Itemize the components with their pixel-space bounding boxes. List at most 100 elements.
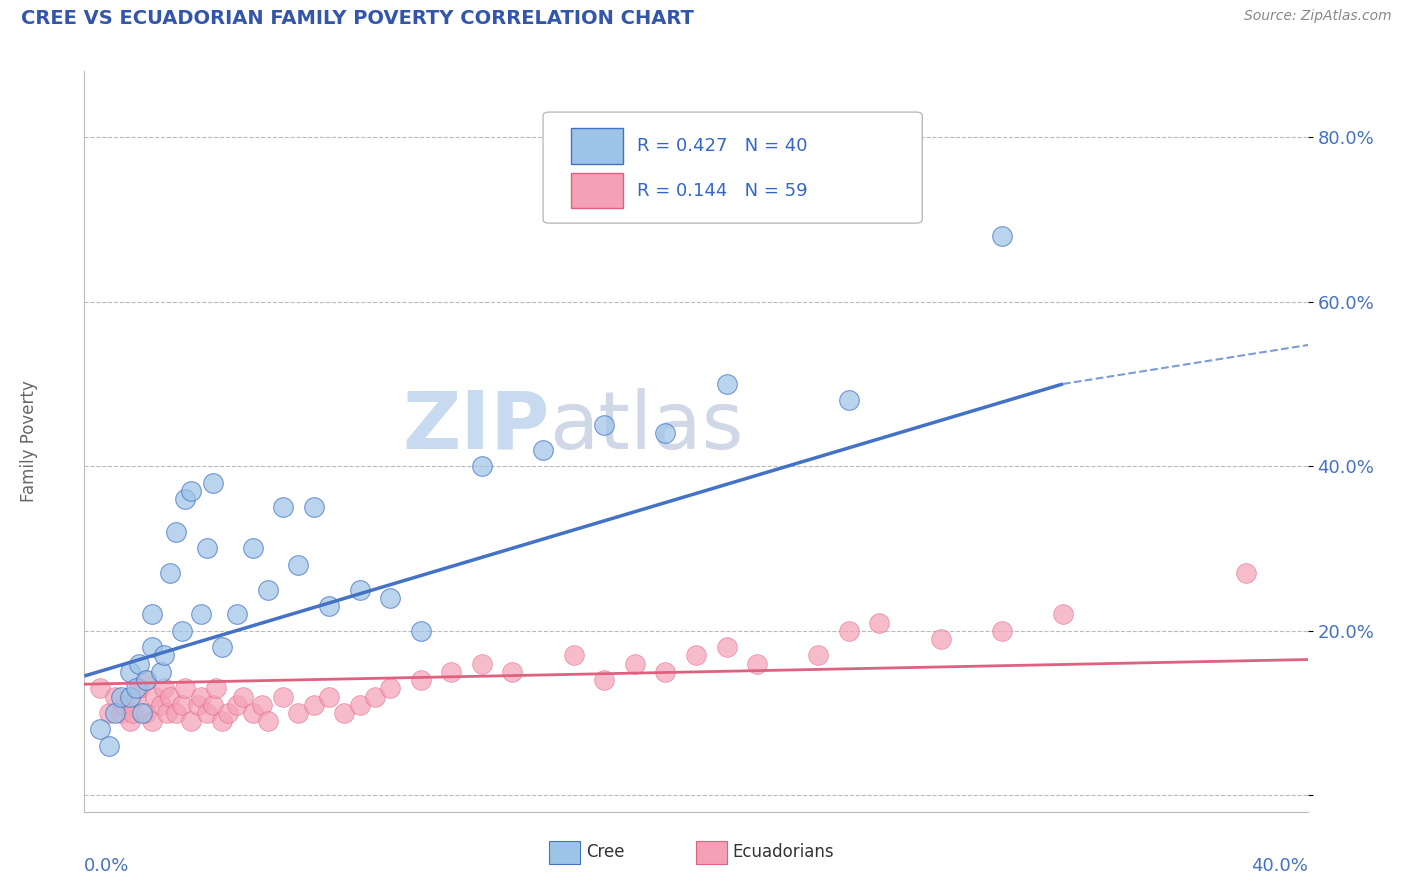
Point xyxy=(153,681,176,696)
Point xyxy=(156,706,179,720)
Point xyxy=(120,714,142,729)
Point xyxy=(624,657,647,671)
Point xyxy=(120,665,142,679)
Point xyxy=(205,681,228,696)
Point xyxy=(141,714,163,729)
Text: 40.0%: 40.0% xyxy=(1251,857,1308,875)
Point xyxy=(257,714,280,729)
Point xyxy=(380,591,402,605)
Point xyxy=(104,690,127,704)
Text: CREE VS ECUADORIAN FAMILY POVERTY CORRELATION CHART: CREE VS ECUADORIAN FAMILY POVERTY CORREL… xyxy=(21,9,695,28)
Point xyxy=(226,607,249,622)
Point xyxy=(250,698,273,712)
Point xyxy=(869,615,891,630)
Point xyxy=(135,706,157,720)
Point xyxy=(186,698,208,712)
Point xyxy=(165,524,187,539)
Point xyxy=(1234,566,1257,581)
Point xyxy=(195,706,218,720)
Point xyxy=(318,599,340,613)
Point xyxy=(232,690,254,704)
Point xyxy=(991,624,1014,638)
Point xyxy=(502,665,524,679)
Point xyxy=(364,690,387,704)
Text: R = 0.144   N = 59: R = 0.144 N = 59 xyxy=(637,182,808,200)
Point xyxy=(112,698,135,712)
Bar xyxy=(571,173,623,209)
Point xyxy=(128,657,150,671)
Point xyxy=(143,690,166,704)
Text: R = 0.427   N = 40: R = 0.427 N = 40 xyxy=(637,137,808,155)
Point xyxy=(349,582,371,597)
Point xyxy=(302,500,325,515)
Point xyxy=(97,706,120,720)
Point xyxy=(141,640,163,655)
Point xyxy=(654,426,676,441)
Point xyxy=(531,442,554,457)
Point xyxy=(287,558,309,572)
Point xyxy=(125,681,148,696)
Point xyxy=(318,690,340,704)
Point xyxy=(149,665,172,679)
Bar xyxy=(571,128,623,164)
Point xyxy=(593,418,616,433)
Point xyxy=(226,698,249,712)
Point xyxy=(190,607,212,622)
Point xyxy=(195,541,218,556)
Point xyxy=(685,648,707,663)
Point xyxy=(807,648,830,663)
Point xyxy=(287,706,309,720)
Point xyxy=(217,706,239,720)
Point xyxy=(991,228,1014,243)
Text: Family Poverty: Family Poverty xyxy=(20,381,38,502)
Point xyxy=(172,698,194,712)
Point xyxy=(97,739,120,753)
Point xyxy=(929,632,952,646)
Point xyxy=(654,665,676,679)
Point xyxy=(747,657,769,671)
Point xyxy=(716,640,738,655)
Point xyxy=(440,665,463,679)
Text: Source: ZipAtlas.com: Source: ZipAtlas.com xyxy=(1244,9,1392,23)
Point xyxy=(122,706,145,720)
Point xyxy=(125,690,148,704)
Point xyxy=(838,393,860,408)
Point xyxy=(128,681,150,696)
Point xyxy=(159,566,181,581)
Point xyxy=(562,648,585,663)
Point xyxy=(180,714,202,729)
Point xyxy=(190,690,212,704)
Point xyxy=(141,607,163,622)
Point xyxy=(257,582,280,597)
Point xyxy=(593,673,616,687)
Point xyxy=(409,624,432,638)
Text: 0.0%: 0.0% xyxy=(84,857,129,875)
Point xyxy=(242,541,264,556)
Point xyxy=(149,698,172,712)
Point xyxy=(174,681,197,696)
Point xyxy=(135,673,157,687)
Point xyxy=(172,624,194,638)
Text: Ecuadorians: Ecuadorians xyxy=(733,844,834,862)
Point xyxy=(211,640,233,655)
Point xyxy=(131,706,153,720)
Point xyxy=(165,706,187,720)
Point xyxy=(89,723,111,737)
Point xyxy=(409,673,432,687)
Point xyxy=(110,706,132,720)
Bar xyxy=(550,841,579,863)
Point xyxy=(89,681,111,696)
Point xyxy=(349,698,371,712)
Point xyxy=(271,500,294,515)
Bar xyxy=(696,841,727,863)
Point xyxy=(159,690,181,704)
Text: atlas: atlas xyxy=(550,388,744,466)
Point xyxy=(180,483,202,498)
Point xyxy=(271,690,294,704)
Point xyxy=(135,673,157,687)
Text: Cree: Cree xyxy=(586,844,624,862)
Point xyxy=(242,706,264,720)
Point xyxy=(380,681,402,696)
Point xyxy=(201,475,224,490)
FancyBboxPatch shape xyxy=(543,112,922,223)
